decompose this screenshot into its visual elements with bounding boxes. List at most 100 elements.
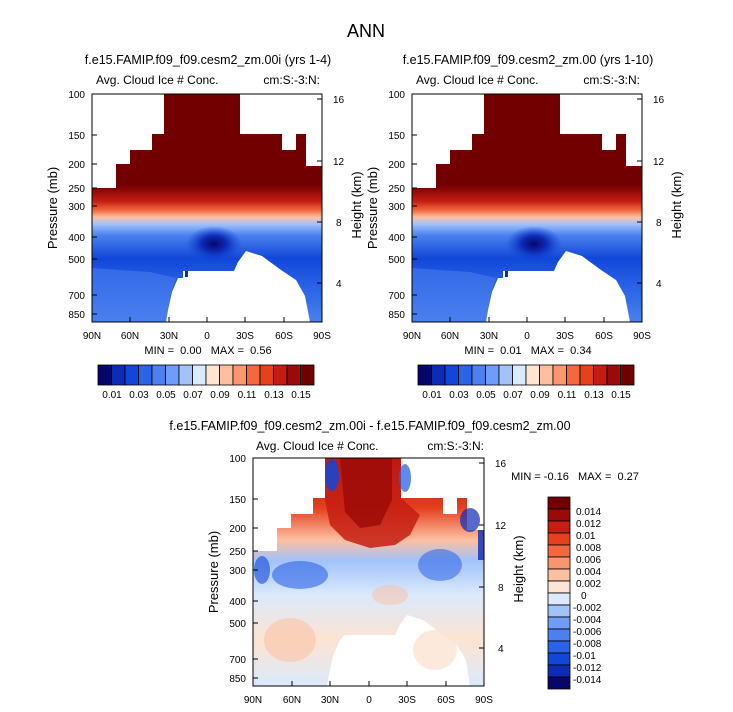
y-right-tick-label: 12 [333, 157, 345, 168]
x-tick-label: 60N [283, 695, 301, 706]
colorbar-box [178, 364, 193, 386]
colorbar-box [300, 364, 315, 386]
subtitle-right: cm:S:-3:N: [263, 73, 320, 87]
stats-text: MIN = 0.00 MAX = 0.56 [144, 345, 271, 357]
y-tick-label: 300 [229, 566, 246, 577]
colorbar-label: 0.11 [558, 390, 577, 401]
colorbar-labels: 0.014 0.012 0.01 0.008 0.006 0.004 0.002… [573, 507, 602, 686]
colorbar-box [458, 364, 473, 386]
stats-text: MIN = -0.16 MAX = 0.27 [511, 471, 639, 483]
colorbar-label: 0.15 [291, 390, 311, 401]
figure-title: ANN [347, 21, 385, 41]
colorbar-label: -0.008 [573, 639, 602, 650]
colorbar-box [138, 364, 153, 386]
colorbar-box [606, 364, 621, 386]
x-tick-label: 30N [321, 695, 339, 706]
y-tick-label: 400 [68, 233, 85, 244]
x-tick-label: 60S [595, 331, 613, 342]
colorbar-label: 0.13 [264, 390, 284, 401]
colorbar-box [471, 364, 486, 386]
colorbar-labels: 0.01 0.03 0.05 0.07 0.09 0.11 0.13 0.15 [102, 390, 311, 401]
colorbar-box [539, 364, 554, 386]
colorbar-label: 0.006 [576, 555, 601, 566]
stats-text: MIN = 0.01 MAX = 0.34 [464, 345, 591, 357]
colorbar-boxes [97, 364, 315, 386]
colorbar-box [566, 364, 581, 386]
subtitle-right: cm:S:-3:N: [427, 439, 484, 453]
colorbar-box [547, 556, 571, 570]
y-tick-label: 150 [68, 131, 85, 142]
colorbar-label: -0.012 [573, 663, 602, 674]
y-right-tick-label: 8 [498, 583, 504, 594]
subtitle-left: Avg. Cloud Ice # Conc. [96, 73, 219, 87]
colorbar-box [485, 364, 500, 386]
colorbar-box [552, 364, 567, 386]
y-right-tick-label: 8 [656, 218, 662, 229]
y-axis-title: Pressure (mb) [45, 167, 60, 249]
x-axis: 90N 60N 30N 0 30S 60S 90S [403, 317, 651, 342]
colorbar-boxes [547, 496, 571, 690]
subtitle-right: cm:S:-3:N: [583, 73, 640, 87]
colorbar-box [547, 628, 571, 642]
colorbar-label: 0.008 [576, 543, 601, 554]
y-axis-right-title: Height (km) [349, 171, 364, 238]
colorbar-label: 0.05 [476, 390, 496, 401]
contour-field [92, 94, 322, 322]
x-tick-label: 30S [556, 331, 574, 342]
y-right-tick-label: 4 [656, 279, 662, 290]
y-axis-title: Pressure (mb) [206, 531, 221, 613]
colorbar-box [165, 364, 180, 386]
y-tick-label: 300 [68, 202, 85, 213]
colorbar-box [547, 544, 571, 558]
colorbar-label: 0.11 [238, 390, 257, 401]
x-tick-label: 30N [160, 331, 178, 342]
y-tick-label: 850 [229, 674, 246, 685]
y-tick-label: 400 [229, 597, 246, 608]
colorbar-label: -0.004 [573, 615, 602, 626]
colorbar-box [205, 364, 220, 386]
x-tick-label: 90S [633, 331, 651, 342]
subtitle-left: Avg. Cloud Ice # Conc. [416, 73, 539, 87]
colorbar-box [273, 364, 288, 386]
x-tick-label: 0 [204, 331, 210, 342]
y-tick-label: 700 [388, 291, 405, 302]
x-tick-label: 60N [441, 331, 459, 342]
colorbar-box [111, 364, 126, 386]
y-tick-label: 250 [68, 184, 85, 195]
colorbar-label: 0.01 [102, 390, 122, 401]
colorbar-label: 0.03 [449, 390, 469, 401]
x-tick-label: 60S [437, 695, 455, 706]
colorbar-box [547, 664, 571, 678]
y-right-tick-label: 16 [333, 95, 345, 106]
colorbar-label: 0.09 [530, 390, 550, 401]
colorbar: 0.01 0.03 0.05 0.07 0.09 0.11 0.13 0.15 [97, 364, 315, 401]
colorbar-label: -0.01 [573, 651, 596, 662]
colorbar-box [547, 520, 571, 534]
colorbar-box [547, 616, 571, 630]
colorbar: 0.014 0.012 0.01 0.008 0.006 0.004 0.002… [547, 496, 602, 690]
panel-1: f.e15.FAMIP.f09_f09.cesm2_zm.00i (yrs 1-… [45, 53, 364, 401]
panel-2: f.e15.FAMIP.f09_f09.cesm2_zm.00 (yrs 1-1… [365, 53, 684, 401]
colorbar-box [547, 592, 571, 606]
colorbar-label: 0.07 [183, 390, 203, 401]
contour-field [412, 94, 642, 322]
colorbar-box [593, 364, 608, 386]
y-axis-right: 16 12 8 4 [637, 95, 665, 290]
colorbar-box [620, 364, 635, 386]
x-tick-label: 90S [313, 331, 331, 342]
colorbar-labels: 0.01 0.03 0.05 0.07 0.09 0.11 0.13 0.15 [422, 390, 631, 401]
colorbar-label: 0 [581, 591, 587, 602]
y-tick-label: 500 [388, 255, 405, 266]
colorbar-label: -0.006 [573, 627, 602, 638]
x-tick-label: 30S [398, 695, 416, 706]
x-tick-label: 30S [236, 331, 254, 342]
subtitle-left: Avg. Cloud Ice # Conc. [256, 439, 379, 453]
colorbar-box [547, 508, 571, 522]
y-tick-label: 700 [68, 291, 85, 302]
x-axis: 90N 60N 30N 0 30S 60S 90S [244, 681, 493, 706]
colorbar-label: 0.004 [576, 567, 601, 578]
y-right-tick-label: 16 [495, 459, 507, 470]
colorbar-box [547, 532, 571, 546]
panel-title: f.e15.FAMIP.f09_f09.cesm2_zm.00 (yrs 1-1… [403, 53, 654, 67]
